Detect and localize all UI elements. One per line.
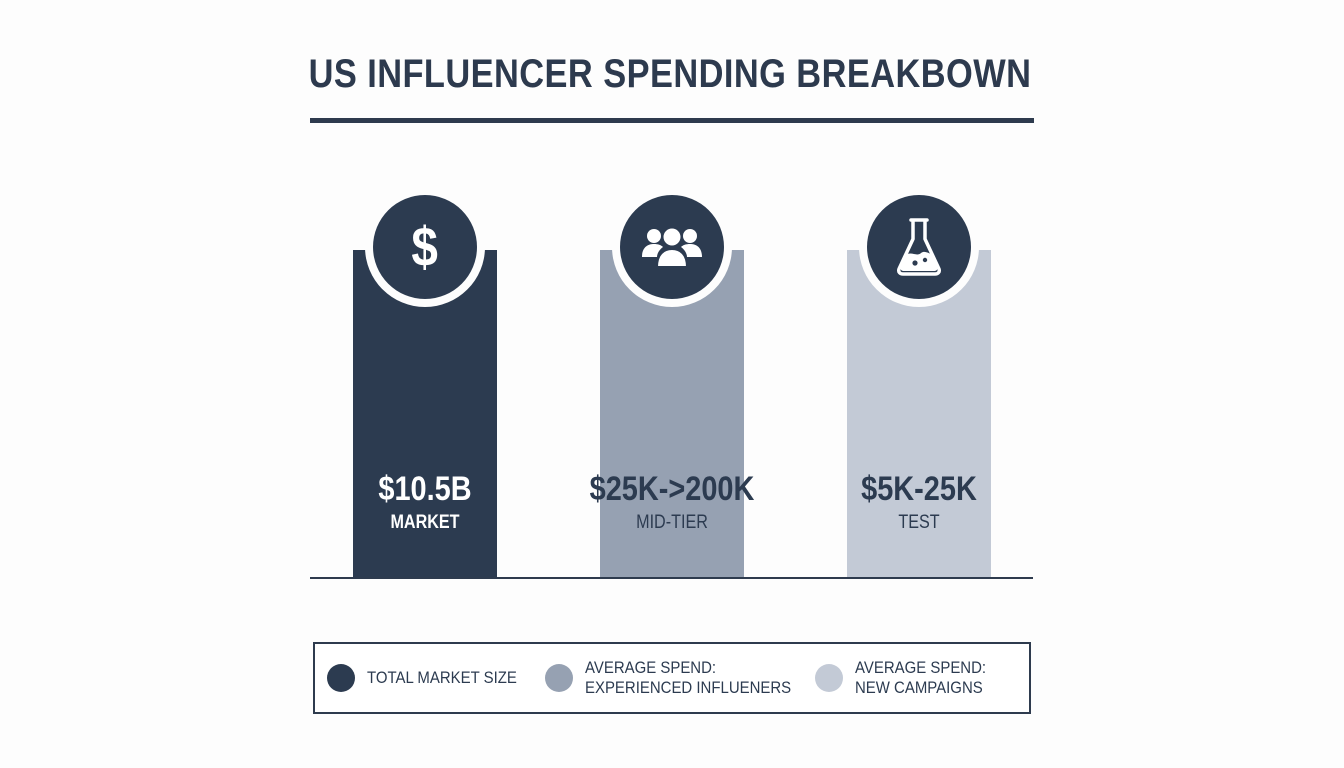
icon-badge-market: $ (365, 187, 485, 307)
legend-item-new-campaigns: AVERAGE SPEND: NEW CAMPAIGNS (815, 644, 1004, 712)
bar-label-market: MARKET (390, 512, 460, 533)
icon-badge-mid-tier (612, 187, 732, 307)
legend-label-line1: AVERAGE SPEND: (585, 658, 717, 677)
legend-swatch-mid (545, 664, 573, 692)
legend-label-line2: NEW CAMPAIGNS (855, 678, 983, 697)
chart-title: US INFLUENCER SPENDING BREAKBOWN (308, 52, 1032, 96)
legend-swatch-dark (327, 664, 355, 692)
people-group-icon (620, 195, 724, 299)
legend: TOTAL MARKET SIZE AVERAGE SPEND: EXPERIE… (313, 642, 1031, 714)
legend-item-experienced: AVERAGE SPEND: EXPERIENCED INFLUENERS (545, 644, 819, 712)
bar-value-mid-tier: $25K->200K (589, 470, 755, 508)
x-axis-baseline (310, 577, 1033, 579)
legend-label: TOTAL MARKET SIZE (367, 668, 517, 687)
dollar-icon: $ (373, 195, 477, 299)
legend-label-line1: AVERAGE SPEND: (855, 658, 987, 677)
bar-label-test: TEST (898, 512, 940, 533)
flask-icon (867, 195, 971, 299)
title-divider (310, 118, 1034, 123)
bar-label-mid-tier: MID-TIER (636, 512, 708, 533)
legend-label-line2: EXPERIENCED INFLUENERS (585, 678, 792, 697)
legend-item-total-market: TOTAL MARKET SIZE (327, 644, 537, 712)
bar-value-market: $10.5B (378, 470, 472, 508)
bar-value-test: $5K-25K (861, 470, 977, 508)
icon-badge-test (859, 187, 979, 307)
legend-swatch-light (815, 664, 843, 692)
